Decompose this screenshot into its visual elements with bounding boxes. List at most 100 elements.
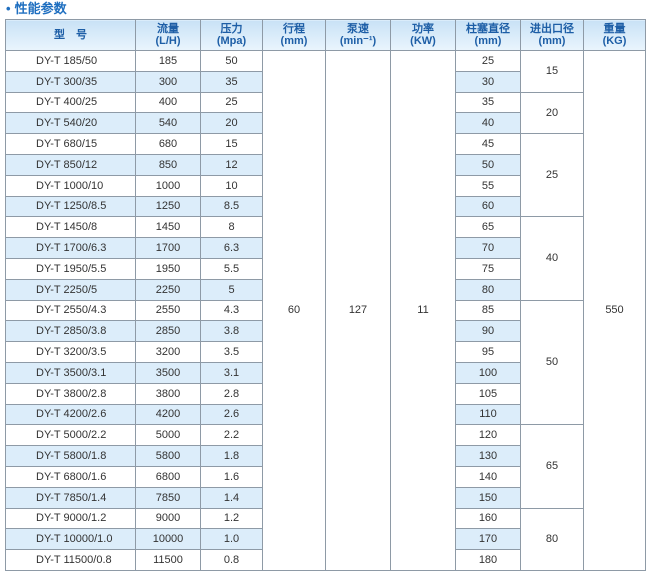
flow-cell: 1950 — [135, 257, 201, 280]
column-label: 行程 — [283, 23, 305, 35]
plunger-cell: 30 — [455, 70, 521, 93]
pressure-cell: 10 — [200, 174, 263, 197]
pressure-cell: 6.3 — [200, 237, 263, 259]
pressure-cell: 20 — [200, 112, 263, 135]
inlet-cell: 65 — [520, 424, 584, 509]
column-label: 泵速 — [347, 23, 369, 35]
pressure-cell: 0.8 — [200, 549, 263, 571]
plunger-cell: 60 — [455, 195, 521, 218]
inlet-cell: 20 — [520, 91, 584, 135]
model-cell: DY-T 850/12 — [5, 153, 136, 176]
plunger-cell: 75 — [455, 257, 521, 280]
model-cell: DY-T 5800/1.8 — [5, 445, 136, 467]
pressure-cell: 5.5 — [200, 257, 263, 280]
plunger-cell: 55 — [455, 174, 521, 197]
speed-cell: 127 — [325, 50, 391, 571]
plunger-cell: 45 — [455, 133, 521, 155]
column-header: 压力 (Mpa) — [200, 19, 263, 51]
pressure-cell: 5 — [200, 278, 263, 301]
table-row: DY-T 185/50 185 50 60 127 11 25 15 5 50 — [5, 50, 646, 571]
pressure-cell: 1.0 — [200, 528, 263, 551]
column-label: 进出口径 — [530, 23, 574, 35]
model-cell: DY-T 2250/5 — [5, 278, 136, 301]
column-header: 进出口径 (mm) — [520, 19, 584, 51]
flow-cell: 850 — [135, 153, 201, 176]
model-cell: DY-T 3500/3.1 — [5, 361, 136, 384]
table-row: DY-T 1450/8 1450 8 65 40 — [5, 216, 646, 301]
plunger-cell: 130 — [455, 445, 521, 467]
flow-cell: 2250 — [135, 278, 201, 301]
pressure-cell: 2.8 — [200, 382, 263, 405]
flow-cell: 1250 — [135, 195, 201, 218]
flow-cell: 540 — [135, 112, 201, 135]
table-row: DY-T 2250/5 2250 5 80 — [5, 278, 646, 301]
column-unit: (KG) — [602, 35, 627, 47]
column-header: 型 号 — [5, 19, 136, 51]
flow-cell: 5000 — [135, 424, 201, 447]
plunger-cell: 70 — [455, 237, 521, 259]
table-header: 型 号流量 (L/H) 压力 (Mpa) 行程 (mm) 泵速 (min⁻¹) 功率 (KW) 柱塞… — [5, 19, 646, 51]
model-cell: DY-T 1000/10 — [5, 174, 136, 197]
table-row: DY-T 1950/5.5 1950 5.5 75 — [5, 257, 646, 280]
plunger-cell: 180 — [455, 549, 521, 571]
pressure-cell: 8 — [200, 216, 263, 239]
model-cell: DY-T 3800/2.8 — [5, 382, 136, 405]
plunger-cell: 35 — [455, 91, 521, 114]
flow-cell: 3200 — [135, 341, 201, 363]
table-row: DY-T 540/20 540 20 40 — [5, 112, 646, 135]
flow-cell: 11500 — [135, 549, 201, 571]
plunger-cell: 170 — [455, 528, 521, 551]
inlet-cell: 25 — [520, 133, 584, 218]
model-cell: DY-T 1250/8.5 — [5, 195, 136, 218]
flow-cell: 6800 — [135, 465, 201, 488]
flow-cell: 3800 — [135, 382, 201, 405]
pressure-cell: 15 — [200, 133, 263, 155]
model-cell: DY-T 6800/1.6 — [5, 465, 136, 488]
pressure-cell: 35 — [200, 70, 263, 93]
power-cell: 11 — [390, 50, 456, 571]
flow-cell: 10000 — [135, 528, 201, 551]
table-row: DY-T 850/12 850 12 50 — [5, 153, 646, 176]
column-unit: (KW) — [410, 35, 436, 47]
table-row: DY-T 11500/0.8 11500 0.8 180 — [5, 549, 646, 571]
model-cell: DY-T 300/35 — [5, 70, 136, 93]
plunger-cell: 90 — [455, 320, 521, 343]
plunger-cell: 50 — [455, 153, 521, 176]
inlet-cell: 50 — [520, 299, 584, 426]
flow-cell: 1450 — [135, 216, 201, 239]
column-label: 型 号 — [54, 29, 87, 41]
column-header: 行程 (mm) — [262, 19, 326, 51]
table-row: DY-T 1250/8.5 1250 8.5 60 — [5, 195, 646, 218]
column-label: 流量 — [157, 23, 179, 35]
model-cell: DY-T 9000/1.2 — [5, 507, 136, 530]
inlet-cell: 40 — [520, 216, 584, 301]
model-cell: DY-T 1450/8 — [5, 216, 136, 239]
flow-cell: 185 — [135, 50, 201, 72]
table-row: DY-T 4200/2.6 4200 2.6 110 — [5, 403, 646, 426]
column-label: 压力 — [220, 23, 243, 35]
table-row: DY-T 9000/1.2 9000 1.2 160 80 — [5, 507, 646, 571]
plunger-cell: 150 — [455, 486, 521, 509]
column-unit: (min⁻¹) — [339, 35, 377, 47]
pressure-cell: 2.2 — [200, 424, 263, 447]
pressure-cell: 1.6 — [200, 465, 263, 488]
flow-cell: 300 — [135, 70, 201, 93]
table-row: DY-T 2550/4.3 2550 4.3 85 50 — [5, 299, 646, 426]
table-row: DY-T 300/35 300 35 30 — [5, 70, 646, 93]
table-row: DY-T 1700/6.3 1700 6.3 70 — [5, 237, 646, 259]
model-cell: DY-T 400/25 — [5, 91, 136, 114]
table-row: DY-T 5800/1.8 5800 1.8 130 — [5, 445, 646, 467]
inlet-cell: 15 — [520, 50, 584, 93]
column-label: 重量 — [603, 23, 626, 35]
pressure-cell: 2.6 — [200, 403, 263, 426]
model-cell: DY-T 185/50 — [5, 50, 136, 72]
plunger-cell: 100 — [455, 361, 521, 384]
model-cell: DY-T 1950/5.5 — [5, 257, 136, 280]
flow-cell: 3500 — [135, 361, 201, 384]
column-header: 重量 (KG) — [583, 19, 646, 51]
flow-cell: 2550 — [135, 299, 201, 322]
pressure-cell: 25 — [200, 91, 263, 114]
spec-table: 型 号流量 (L/H) 压力 (Mpa) 行程 (mm) 泵速 (min⁻¹) 功率 (KW) 柱塞… — [5, 19, 646, 571]
model-cell: DY-T 2550/4.3 — [5, 299, 136, 322]
pressure-cell: 3.1 — [200, 361, 263, 384]
